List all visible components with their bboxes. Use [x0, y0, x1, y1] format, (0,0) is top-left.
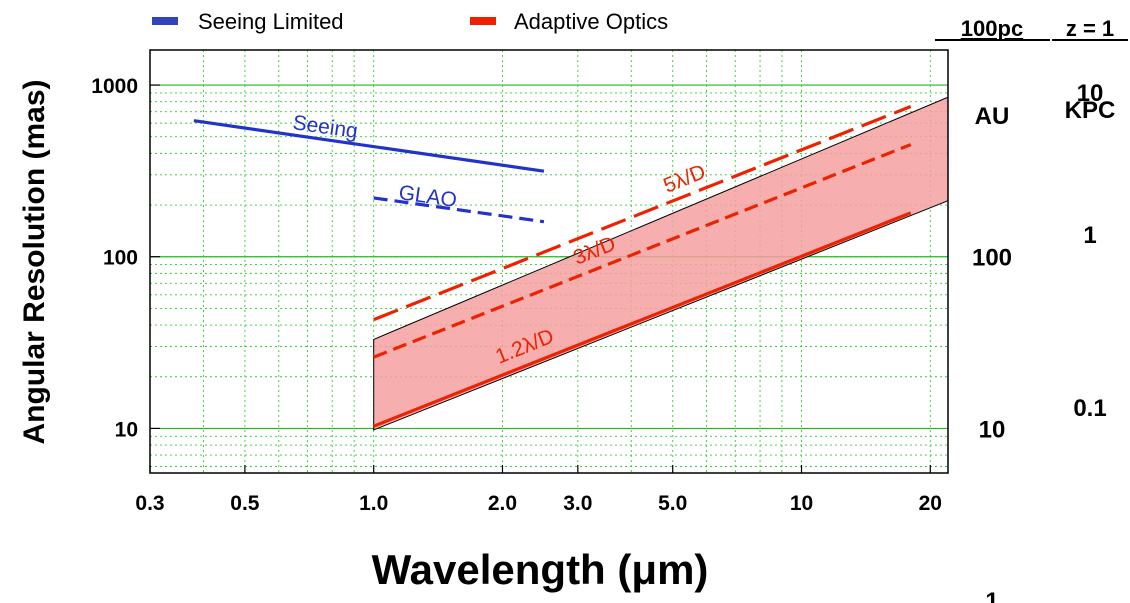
series-line-4	[373, 211, 912, 428]
right-col1-unit: AU	[975, 103, 1010, 130]
right-header-z: z = 1	[1066, 16, 1114, 41]
legend: Seeing Limited Adaptive Optics	[152, 9, 668, 34]
legend-swatch-ao	[470, 17, 496, 25]
x-tick-label-2: 1.0	[359, 492, 388, 515]
ao-band	[373, 96, 948, 431]
x-tick-label-5: 5.0	[658, 492, 687, 515]
x-tick-label-3: 2.0	[488, 492, 517, 515]
right-col2-label-2: 10	[1077, 80, 1104, 107]
right-header-100pc: 100pc	[961, 16, 1023, 41]
x-tick-label-1: 0.5	[230, 492, 260, 515]
series-line-3	[373, 143, 912, 359]
x-tick-label-6: 10	[790, 492, 813, 515]
right-col1-label-2: 100	[972, 245, 1012, 272]
legend-swatch-seeing	[152, 17, 178, 25]
annot-seeing: Seeing	[291, 111, 359, 143]
annot-5lambda: 5λ/D	[660, 160, 709, 198]
x-axis-label: Wavelength (μm)	[372, 546, 709, 593]
y-tick-label-2: 1000	[91, 75, 138, 98]
y-tick-label-0: 10	[115, 418, 138, 441]
right-col2-label-1: 1	[1083, 222, 1096, 249]
ao-band-fill	[373, 96, 948, 431]
grid	[149, 50, 948, 473]
ticks: 0.3 0.5 1.0 2.0 3.0 5.0 10 20 10 100 1000	[91, 75, 942, 515]
right-col2-label-0: 0.1	[1073, 395, 1106, 422]
x-tick-label-7: 20	[919, 492, 942, 515]
legend-label-seeing: Seeing Limited	[198, 9, 344, 34]
legend-label-ao: Adaptive Optics	[514, 9, 668, 34]
plot-frame	[149, 49, 949, 474]
y-tick-label-1: 100	[103, 247, 138, 270]
x-tick-label-0: 0.3	[135, 492, 164, 515]
series-line-2	[373, 105, 912, 322]
right-col1-label-1: 10	[979, 416, 1006, 443]
series-lines	[193, 105, 912, 428]
right-col2-unit: KPC	[1065, 97, 1116, 124]
y-axis-label: Angular Resolution (mas)	[18, 79, 51, 444]
series-line-0	[193, 119, 545, 173]
series-line-1	[373, 196, 545, 224]
right-col1-label-0: 1	[985, 588, 998, 603]
annot-glao: GLAO	[397, 181, 458, 212]
x-tick-label-4: 3.0	[563, 492, 592, 515]
